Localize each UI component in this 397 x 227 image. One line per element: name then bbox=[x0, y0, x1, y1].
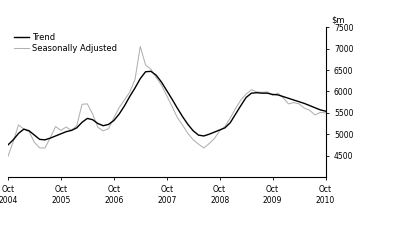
Trend bbox=[148, 70, 153, 73]
Seasonally Adjusted bbox=[6, 155, 10, 158]
Seasonally Adjusted bbox=[117, 106, 121, 109]
Trend bbox=[6, 144, 10, 146]
Trend bbox=[180, 115, 185, 118]
Text: $m: $m bbox=[331, 15, 345, 25]
Legend: Trend, Seasonally Adjusted: Trend, Seasonally Adjusted bbox=[12, 31, 119, 54]
Trend bbox=[323, 110, 328, 113]
Trend bbox=[69, 129, 74, 132]
Trend bbox=[286, 97, 291, 100]
Seasonally Adjusted bbox=[138, 45, 143, 48]
Line: Seasonally Adjusted: Seasonally Adjusted bbox=[8, 47, 326, 156]
Seasonally Adjusted bbox=[69, 129, 74, 132]
Trend bbox=[117, 113, 121, 116]
Seasonally Adjusted bbox=[201, 147, 206, 149]
Line: Trend: Trend bbox=[8, 71, 326, 145]
Seasonally Adjusted bbox=[286, 103, 291, 105]
Trend bbox=[80, 121, 85, 124]
Seasonally Adjusted bbox=[80, 103, 85, 106]
Seasonally Adjusted bbox=[323, 111, 328, 114]
Trend bbox=[201, 135, 206, 137]
Seasonally Adjusted bbox=[180, 124, 185, 127]
